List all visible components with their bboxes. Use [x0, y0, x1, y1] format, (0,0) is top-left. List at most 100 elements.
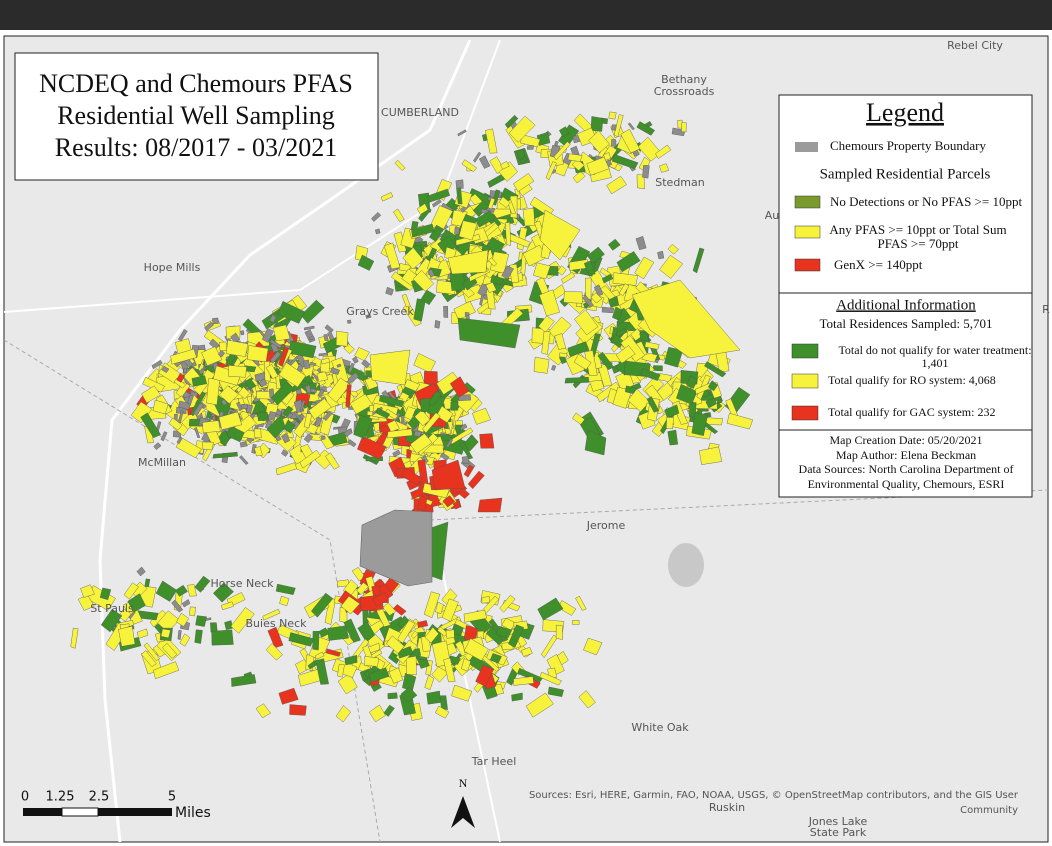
- parcel: [140, 412, 161, 439]
- parcel: [508, 624, 525, 648]
- title-line: Results: 08/2017 - 03/2021: [55, 133, 337, 162]
- place-label: Jones Lake: [808, 815, 868, 828]
- parcel: [187, 584, 197, 597]
- parcel: [356, 582, 369, 595]
- parcel: [583, 637, 603, 656]
- parcel: [283, 419, 296, 434]
- parcel: [499, 594, 516, 613]
- parcel: [414, 409, 431, 427]
- parcel: [586, 156, 610, 176]
- parcel: [160, 628, 171, 639]
- parcel: [372, 592, 390, 607]
- parcel: [387, 428, 413, 439]
- place-label: Au: [765, 209, 780, 222]
- parcel: [162, 642, 178, 659]
- parcel: [434, 320, 441, 329]
- parcel: [533, 262, 551, 280]
- parcel: [666, 417, 674, 430]
- parcel: [590, 116, 604, 132]
- title-line: NCDEQ and Chemours PFAS: [39, 69, 353, 98]
- parcel: [315, 658, 329, 685]
- parcel: [346, 319, 352, 324]
- parcel: [559, 352, 568, 358]
- parcel: [343, 618, 361, 643]
- parcel: [431, 199, 442, 208]
- parcel: [385, 286, 394, 296]
- parcel: [303, 413, 313, 429]
- parcel: [488, 257, 498, 267]
- parcel: [412, 270, 435, 292]
- parcel: [289, 704, 307, 716]
- parcel: [245, 404, 254, 414]
- legend-label: GenX >= 140ppt: [834, 257, 923, 272]
- parcel: [424, 626, 439, 644]
- place-label: CUMBERLAND: [381, 106, 459, 119]
- info-label: 1,401: [922, 356, 949, 370]
- parcel: [400, 467, 423, 486]
- north-arrow: [451, 796, 475, 828]
- parcel: [520, 134, 541, 148]
- parcel: [293, 411, 304, 422]
- parcel: [460, 442, 474, 460]
- scale-segment: [23, 808, 62, 816]
- parcel: [281, 433, 291, 444]
- parcel: [340, 595, 360, 615]
- parcel: [241, 403, 248, 409]
- parcel: [388, 667, 404, 684]
- parcel: [212, 451, 238, 459]
- legend-label: No Detections or No PFAS >= 10ppt: [830, 194, 1022, 209]
- parcel: [299, 400, 306, 412]
- parcel: [160, 431, 168, 442]
- lake: [668, 543, 704, 587]
- parcel: [141, 650, 157, 667]
- parcel: [554, 333, 567, 350]
- parcel: [584, 429, 607, 456]
- parcel: [545, 161, 557, 181]
- parcel: [378, 394, 405, 408]
- parcel: [202, 420, 221, 434]
- parcel: [225, 339, 249, 357]
- parcel: [446, 438, 454, 449]
- place-label: Horse Neck: [211, 577, 275, 590]
- parcel: [142, 376, 165, 393]
- parcel: [401, 293, 411, 308]
- parcel: [600, 285, 616, 300]
- parcel: [175, 584, 188, 597]
- parcel: [612, 306, 623, 321]
- parcel: [482, 595, 500, 615]
- parcel: [561, 272, 576, 284]
- place-label: R: [1042, 303, 1050, 316]
- parcel: [525, 692, 554, 718]
- parcel: [353, 414, 373, 440]
- parcel: [171, 599, 184, 613]
- attribution: Sources: Esri, HERE, Garmin, FAO, NOAA, …: [529, 790, 1019, 801]
- parcel: [369, 349, 411, 386]
- parcel: [351, 567, 367, 582]
- road: [98, 39, 472, 843]
- top-bar: [0, 0, 1052, 30]
- parcel: [453, 300, 476, 320]
- parcel: [303, 433, 314, 443]
- parcel: [201, 441, 214, 450]
- parcel: [541, 331, 551, 355]
- info-label: Total do not qualify for water treatment…: [838, 343, 1031, 357]
- parcel: [311, 592, 334, 618]
- parcel: [479, 433, 495, 449]
- roads: [3, 39, 1049, 843]
- scale-label: 2.5: [89, 790, 110, 805]
- parcel: [265, 364, 279, 380]
- scale-unit: Miles: [175, 805, 211, 821]
- parcel: [310, 361, 317, 367]
- parcel: [456, 187, 463, 205]
- parcel: [365, 314, 372, 319]
- parcel: [582, 295, 595, 308]
- parcel: [464, 312, 470, 316]
- parcel: [427, 247, 438, 262]
- parcel: [275, 583, 296, 595]
- parcel: [567, 341, 590, 357]
- parcel: [485, 128, 498, 154]
- parcel: [339, 607, 348, 624]
- parcel: [596, 381, 621, 403]
- parcel: [461, 658, 471, 672]
- parcel: [204, 321, 214, 332]
